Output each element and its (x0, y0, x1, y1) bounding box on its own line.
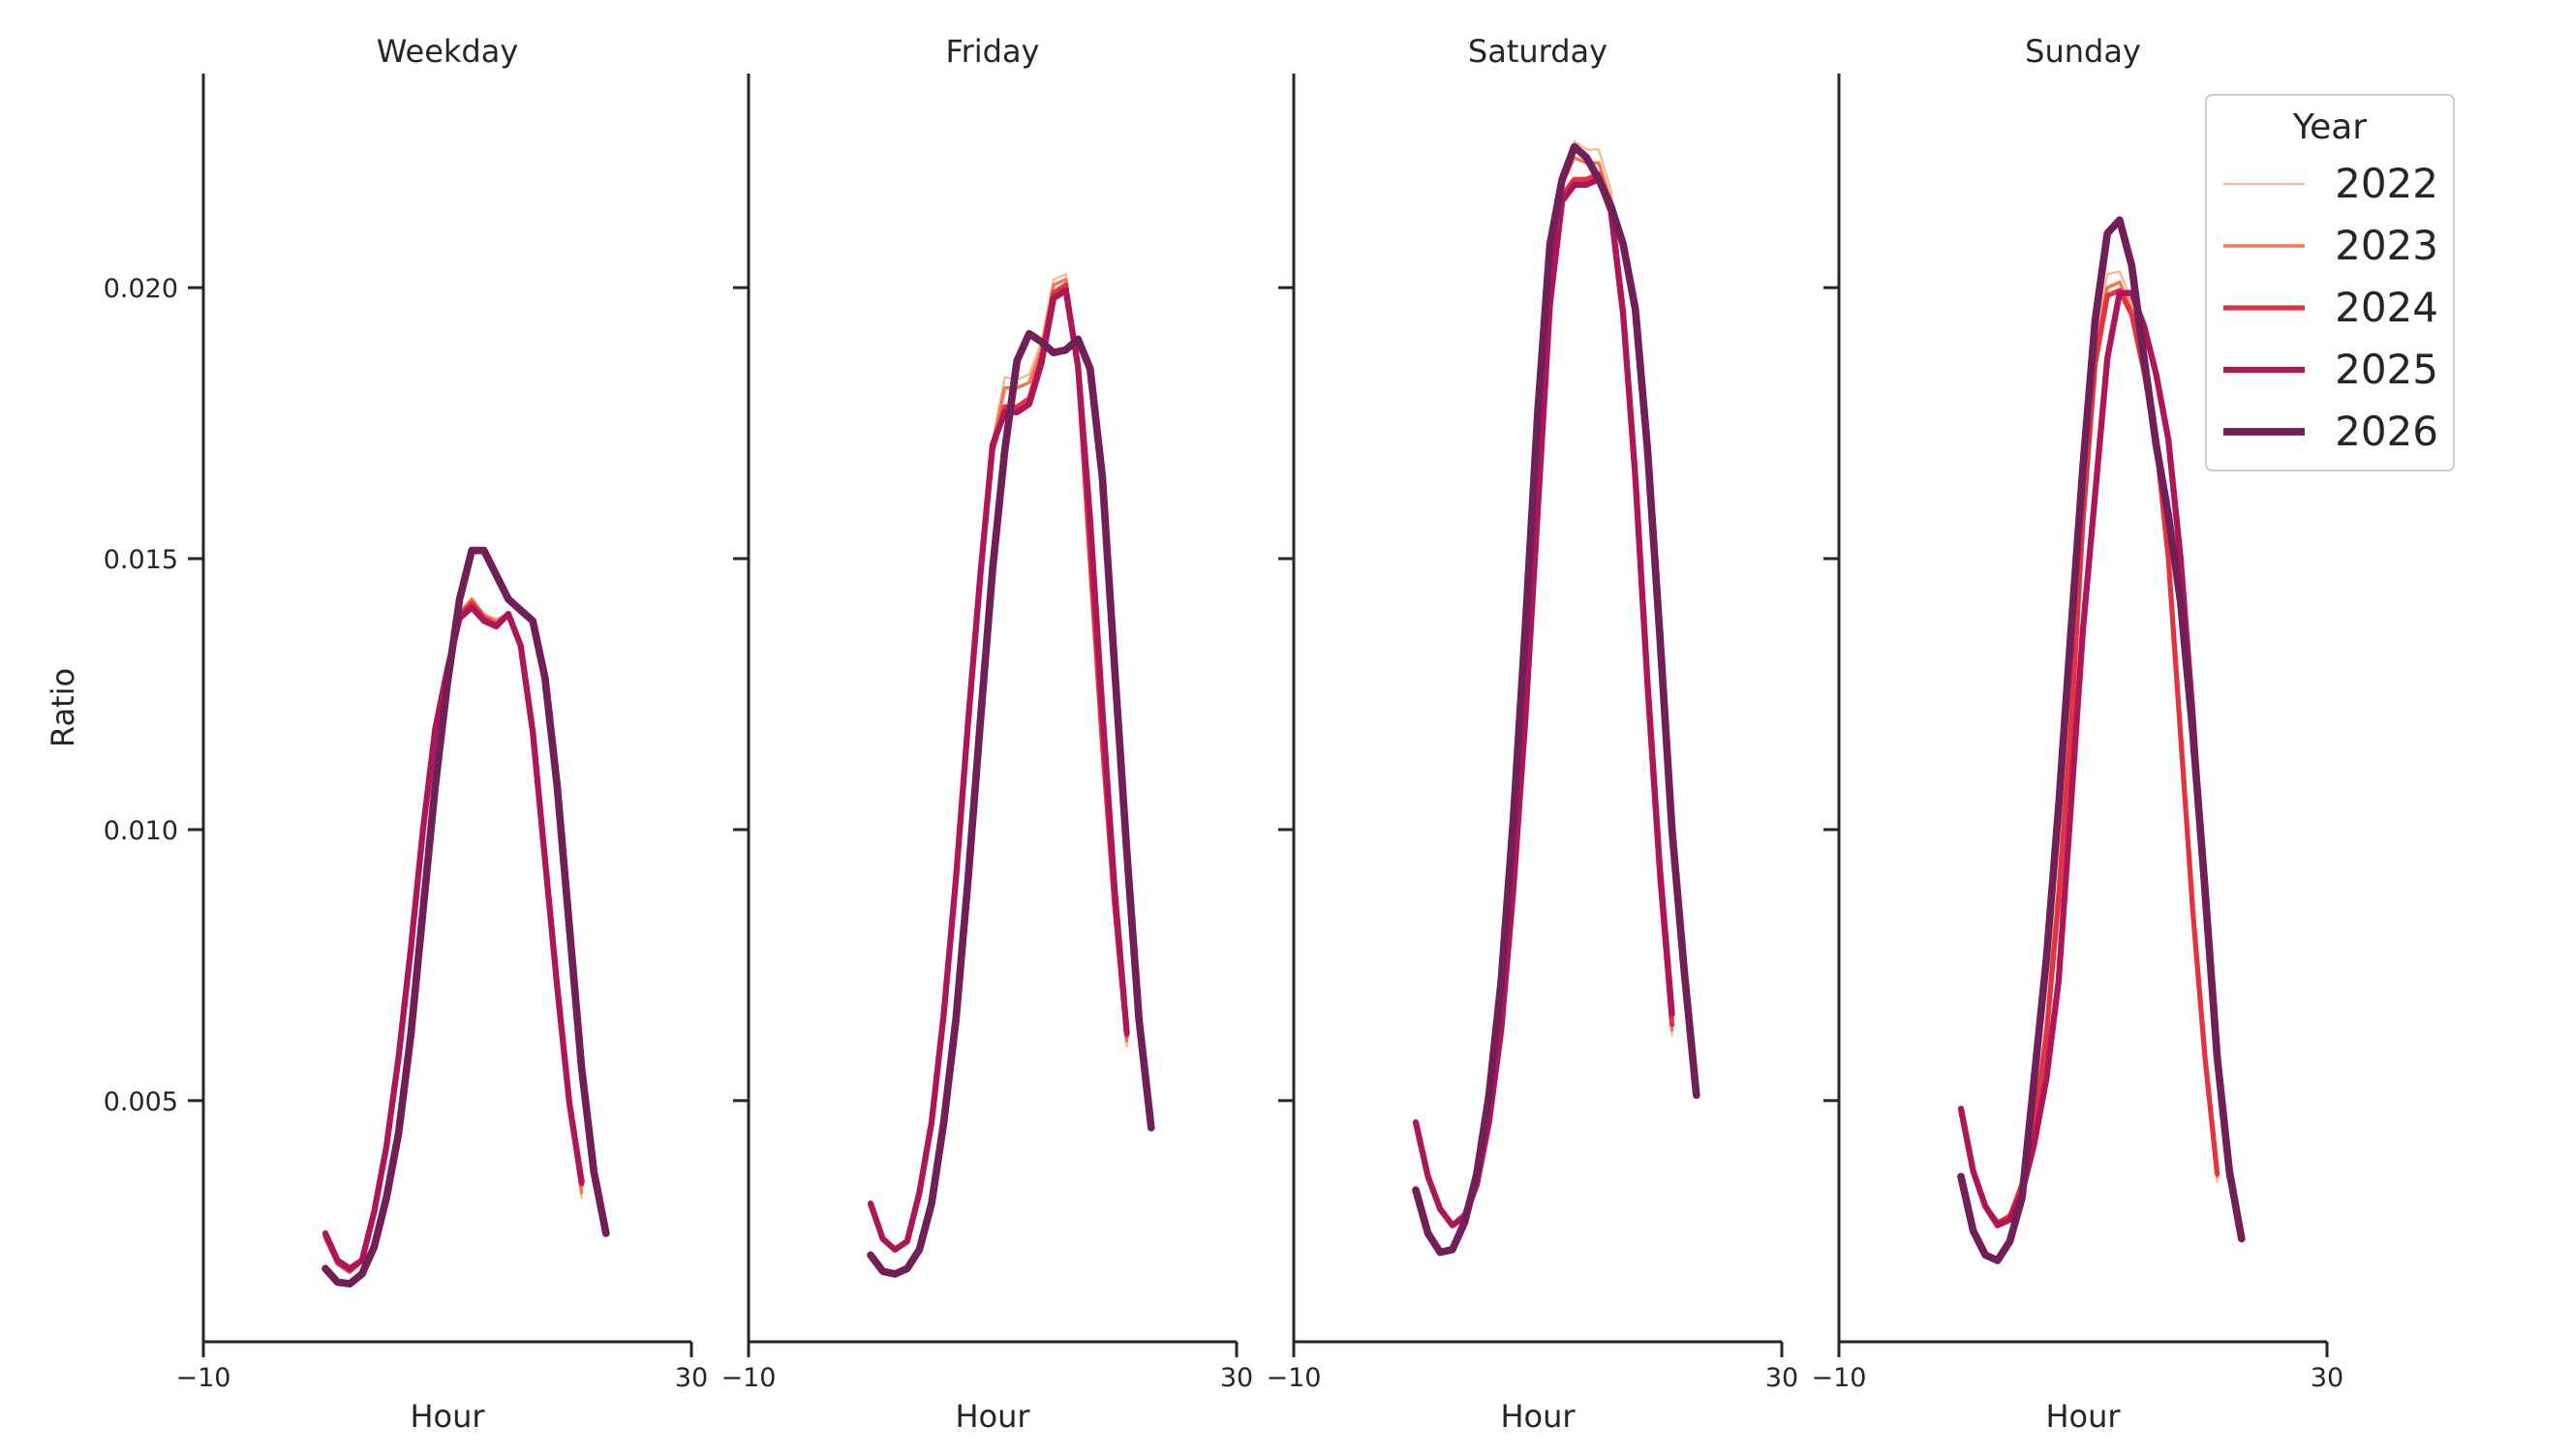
y-tick-label: 0.020 (104, 274, 178, 304)
y-tick-label: 0.010 (104, 816, 178, 846)
series-line-2025 (867, 287, 1130, 1253)
panel-weekday: Weekday 0.005 0.010 0.015 0.020 −10 30 Hour (104, 33, 708, 1435)
x-axis-label: Hour (955, 1398, 1030, 1435)
x-axis-label: Hour (410, 1398, 485, 1435)
x-axis-label: Hour (1500, 1398, 1576, 1435)
legend-label-2026: 2026 (2335, 408, 2438, 455)
x-tick-label: 30 (2311, 1363, 2343, 1393)
legend-frame (2205, 94, 2455, 471)
panel-sunday: Sunday −10 30 Hour (1812, 33, 2344, 1435)
series-line-2024 (322, 600, 585, 1274)
x-tick-label: 30 (1220, 1363, 1253, 1393)
x-tick-label: −10 (1812, 1363, 1867, 1393)
y-axis-label: Ratio (45, 668, 81, 747)
panel-title: Saturday (1468, 33, 1608, 70)
series-line-2023 (323, 597, 584, 1273)
legend: Year 2022 2023 2024 2025 2026 (2205, 94, 2455, 471)
series-line-2026 (867, 329, 1155, 1278)
x-tick-label: −10 (1267, 1363, 1322, 1393)
x-tick-label: −10 (176, 1363, 231, 1393)
series-line-2025 (1957, 289, 2233, 1228)
series-line-2022 (323, 596, 583, 1273)
series-line-2026 (1412, 142, 1700, 1257)
panel-saturday: Saturday −10 30 Hour (1267, 33, 1799, 1435)
x-tick-label: 30 (1765, 1363, 1798, 1393)
panel-friday: Friday −10 30 Hour (721, 33, 1254, 1435)
legend-label-2023: 2023 (2335, 222, 2438, 269)
panel-title: Friday (946, 33, 1040, 70)
y-tick-label: 0.015 (104, 545, 178, 575)
x-tick-label: 30 (675, 1363, 708, 1393)
series-line-2025 (322, 604, 585, 1272)
panel-title: Weekday (377, 33, 519, 70)
panel-title: Sunday (2025, 33, 2141, 70)
legend-label-2025: 2025 (2335, 346, 2438, 393)
x-axis-label: Hour (2045, 1398, 2121, 1435)
series-line-2026 (322, 546, 610, 1288)
series-line-2025 (1412, 176, 1675, 1228)
legend-title: Year (2292, 107, 2367, 147)
legend-label-2022: 2022 (2335, 160, 2438, 207)
y-tick-label: 0.005 (104, 1087, 178, 1117)
series-line-2026 (1957, 216, 2246, 1264)
x-tick-label: −10 (721, 1363, 777, 1393)
legend-label-2024: 2024 (2335, 284, 2438, 331)
